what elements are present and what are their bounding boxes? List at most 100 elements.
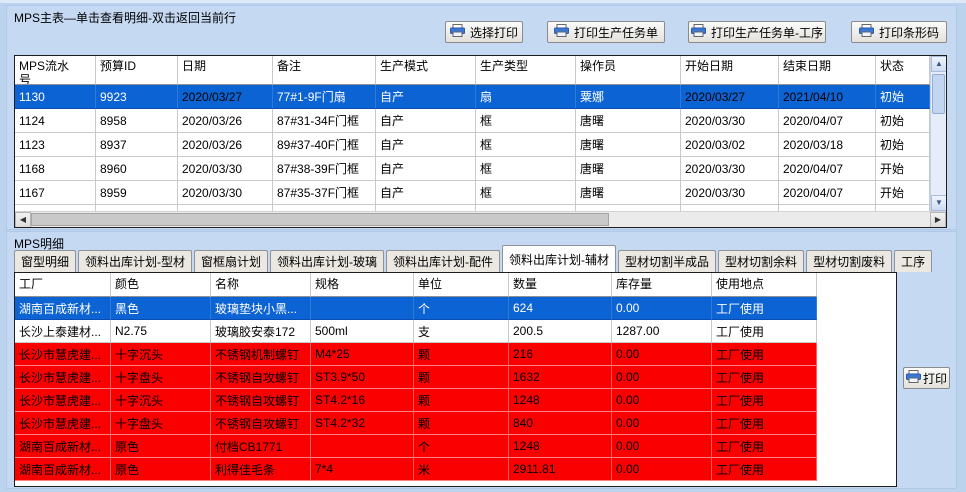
table-cell: 工厂使用 (712, 389, 817, 412)
column-header: 名称 (211, 273, 311, 297)
vertical-scroll-thumb[interactable] (932, 74, 945, 114)
table-cell: 个 (414, 297, 509, 320)
horizontal-scroll-thumb[interactable] (31, 213, 609, 226)
table-cell (576, 205, 681, 211)
table-row[interactable]: 湖南百成新材... 原色 利得佳毛条 7*4 米 2911.81 0.00 工厂使用 (15, 458, 896, 481)
tab-9[interactable]: 工序 (894, 250, 933, 272)
table-cell: 9923 (96, 85, 178, 109)
print-task-button[interactable]: 打印生产任务单 (547, 21, 665, 43)
select-print-button[interactable]: 选择打印 (445, 21, 523, 43)
printer-icon (858, 24, 874, 40)
table-row[interactable]: 长沙市慧虎建... 十字沉头 不锈钢自攻螺钉 ST4.2*16 颗 1248 0.00 工厂使… (15, 389, 896, 412)
table-cell: 初始 (876, 85, 930, 109)
table-row[interactable]: 1124 8958 2020/03/26 87#31-34F门框 自产框唐曙 2020/0… (15, 109, 930, 133)
table-cell: 工厂使用 (712, 458, 817, 481)
detail-tabbar: 窗型明细 领料出库计划-型材 窗框扇计划 领料出库计划-玻璃 领料出库计划-配件 领料出库… (14, 245, 934, 272)
tab-4[interactable]: 领料出库计划-配件 (386, 250, 501, 272)
table-cell: 1632 (509, 366, 612, 389)
table-row[interactable]: 1167 8959 2020/03/30 87#35-37F门框 自产框唐曙 2020/0… (15, 181, 930, 205)
table-row[interactable]: 长沙上泰建材... N2.75 玻璃胶安泰172 500ml 支 200.5 1287.00… (15, 320, 896, 343)
scroll-left-button[interactable]: ◀ (15, 212, 31, 227)
table-cell: 工厂使用 (712, 412, 817, 435)
table-cell: 十字盘头 (111, 412, 211, 435)
table-cell: 0.00 (612, 412, 712, 435)
table-cell: 0.00 (612, 366, 712, 389)
detail-print-button[interactable]: 打印 (903, 367, 950, 389)
print-task-process-button[interactable]: 打印生产任务单-工序 (688, 21, 826, 43)
table-cell (96, 205, 178, 211)
table-cell: 工厂使用 (712, 366, 817, 389)
table-cell: 2021/04/10 (779, 85, 876, 109)
table-row[interactable]: 长沙市慧虎建... 十字沉头 不锈钢机制螺钉 M4*25 颗 216 0.00 工厂使用 (15, 343, 896, 366)
column-header: 工厂 (15, 273, 111, 297)
tab-3[interactable]: 领料出库计划-玻璃 (270, 250, 385, 272)
table-cell: 2020/03/18 (779, 133, 876, 157)
table-cell: 2020/03/26 (178, 133, 273, 157)
scroll-down-button[interactable]: ▼ (931, 195, 946, 211)
table-cell: 2020/03/27 (178, 85, 273, 109)
table-row[interactable]: 1130 9923 2020/03/27 77#1-9F门扇 自产扇粟娜 2020/03/… (15, 85, 930, 109)
table-cell: 扇 (476, 85, 576, 109)
table-cell: 开始 (876, 157, 930, 181)
row-filler (817, 297, 896, 320)
tab-1[interactable]: 领料出库计划-型材 (78, 250, 193, 272)
table-cell (681, 205, 779, 211)
table-cell: 8937 (96, 133, 178, 157)
table-row[interactable]: 长沙市慧虎建... 十字盘头 不锈钢自攻螺钉 ST4.2*32 颗 840 0.00 工厂使用 (15, 412, 896, 435)
column-header: 库存量 (612, 273, 712, 297)
table-cell: 工厂使用 (712, 320, 817, 343)
print-barcode-button[interactable]: 打印条形码 (851, 21, 947, 43)
table-cell: 0.00 (612, 435, 712, 458)
table-cell: 付档CB1771 (211, 435, 311, 458)
table-row[interactable]: 1168 8960 2020/03/30 87#38-39F门框 自产框唐曙 2020/0… (15, 157, 930, 181)
table-cell: 唐曙 (576, 157, 681, 181)
table-cell: 2911.81 (509, 458, 612, 481)
table-cell: 工厂使用 (712, 297, 817, 320)
table-cell: 自产 (376, 85, 476, 109)
row-filler (817, 412, 896, 435)
tab-active[interactable]: 领料出库计划-辅材 (502, 245, 617, 272)
vertical-scrollbar[interactable]: ▲ ▼ (930, 56, 946, 211)
tab-2[interactable]: 窗框扇计划 (194, 250, 269, 272)
table-row-partial (15, 205, 930, 211)
tab-7[interactable]: 型材切割余料 (718, 250, 805, 272)
table-cell: 2020/03/30 (178, 157, 273, 181)
table-cell: 颗 (414, 366, 509, 389)
tab-0[interactable]: 窗型明细 (14, 250, 77, 272)
table-cell: 框 (476, 133, 576, 157)
row-filler (817, 320, 896, 343)
table-cell: 颗 (414, 343, 509, 366)
column-header: 单位 (414, 273, 509, 297)
table-row[interactable]: 长沙市慧虎建... 十字盘头 不锈钢自攻螺钉 ST3.9*50 颗 1632 0.00 工厂使… (15, 366, 896, 389)
table-cell: 2020/03/30 (681, 109, 779, 133)
button-label: 打印生产任务单 (573, 25, 658, 40)
table-cell: N2.75 (111, 320, 211, 343)
column-header: 数量 (509, 273, 612, 297)
scroll-up-button[interactable]: ▲ (931, 56, 946, 72)
table-cell: 1168 (15, 157, 96, 181)
table-cell (178, 205, 273, 211)
tab-8[interactable]: 型材切割废料 (806, 250, 893, 272)
table-row[interactable]: 湖南百成新材... 黑色 玻璃垫块小黑... 个 624 0.00 工厂使用 (15, 297, 896, 320)
table-cell: 唐曙 (576, 181, 681, 205)
table-cell (876, 205, 930, 211)
column-header: 操作员 (576, 56, 681, 85)
table-cell: 玻璃胶安泰172 (211, 320, 311, 343)
table-cell: 2020/04/07 (779, 181, 876, 205)
table-row[interactable]: 1123 8937 2020/03/26 89#37-40F门框 自产框唐曙 2020/0… (15, 133, 930, 157)
table-cell: 框 (476, 181, 576, 205)
table-cell: 开始 (876, 181, 930, 205)
table-cell: 颗 (414, 412, 509, 435)
horizontal-scrollbar[interactable]: ◀ ▶ (15, 211, 946, 227)
table-row[interactable]: 湖南百成新材... 原色 付档CB1771 个 1248 0.00 工厂使用 (15, 435, 896, 458)
table-cell: 框 (476, 109, 576, 133)
table-cell: 1130 (15, 85, 96, 109)
table-cell (376, 205, 476, 211)
detail-grid-body: 湖南百成新材... 黑色 玻璃垫块小黑... 个 624 0.00 工厂使用 长沙上泰建材..… (15, 297, 896, 481)
scroll-right-button[interactable]: ▶ (930, 212, 946, 227)
tab-6[interactable]: 型材切割半成品 (618, 250, 717, 272)
table-cell: 1124 (15, 109, 96, 133)
table-cell: 216 (509, 343, 612, 366)
mps-main-grid: MPS流水 号预算ID 日期 备注 生产模式 生产类型 操作员 开始日期 结束日期 状态 113… (14, 55, 947, 228)
table-cell: 玻璃垫块小黑... (211, 297, 311, 320)
